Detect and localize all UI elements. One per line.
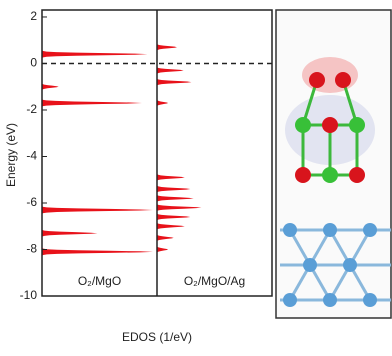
y-axis-label: Energy (eV) bbox=[4, 123, 18, 187]
dos-peak bbox=[157, 211, 190, 224]
dos-peak bbox=[157, 97, 168, 110]
x-axis-label: EDOS (1/eV) bbox=[122, 330, 192, 344]
panel-label: O₂/MgO/Ag bbox=[184, 274, 245, 288]
dos-peak bbox=[157, 64, 184, 77]
y-tick-label: -10 bbox=[20, 288, 38, 302]
dos-peak bbox=[42, 48, 147, 61]
chart: Energy (eV) EDOS (1/eV) O₂/MgO O₂/MgO/Ag 2… bbox=[0, 0, 392, 351]
dos-peak bbox=[42, 246, 153, 259]
plot-area: O₂/MgO O₂/MgO/Ag 2 0 -2 -4 -6 -8 -10 bbox=[20, 9, 272, 302]
y-tick-label: -8 bbox=[26, 242, 37, 256]
dos-peak bbox=[157, 220, 185, 233]
dos-peak bbox=[157, 192, 194, 205]
dos-peak bbox=[157, 171, 185, 184]
panel-label: O₂/MgO bbox=[78, 274, 121, 288]
dos-peak bbox=[42, 80, 59, 93]
dos-peak bbox=[42, 227, 98, 240]
dos-peak bbox=[157, 41, 177, 54]
y-tick-label: 2 bbox=[30, 9, 37, 23]
page: Energy (eV) EDOS (1/eV) O₂/MgO O₂/MgO/Ag 2… bbox=[0, 0, 392, 356]
density-cloud bbox=[302, 57, 358, 93]
y-tick-label: -4 bbox=[26, 149, 37, 163]
dos-peak bbox=[157, 76, 191, 89]
dos-peak bbox=[157, 201, 201, 214]
dos-peak bbox=[157, 232, 174, 245]
dos-peak bbox=[157, 183, 190, 196]
y-tick-label: -6 bbox=[26, 195, 37, 209]
dos-peak bbox=[42, 204, 153, 217]
structure-image bbox=[276, 10, 391, 318]
y-tick-label: -2 bbox=[26, 102, 37, 116]
y-tick-label: 0 bbox=[30, 56, 37, 70]
dos-peak bbox=[157, 243, 168, 256]
dos-peak bbox=[42, 97, 142, 110]
